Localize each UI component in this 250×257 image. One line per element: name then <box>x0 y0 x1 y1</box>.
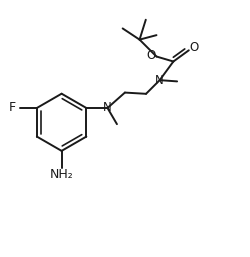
Text: N: N <box>103 101 112 114</box>
Text: NH₂: NH₂ <box>50 168 74 181</box>
Text: O: O <box>189 41 198 54</box>
Text: F: F <box>9 102 16 114</box>
Text: O: O <box>146 49 156 61</box>
Text: N: N <box>155 74 164 87</box>
